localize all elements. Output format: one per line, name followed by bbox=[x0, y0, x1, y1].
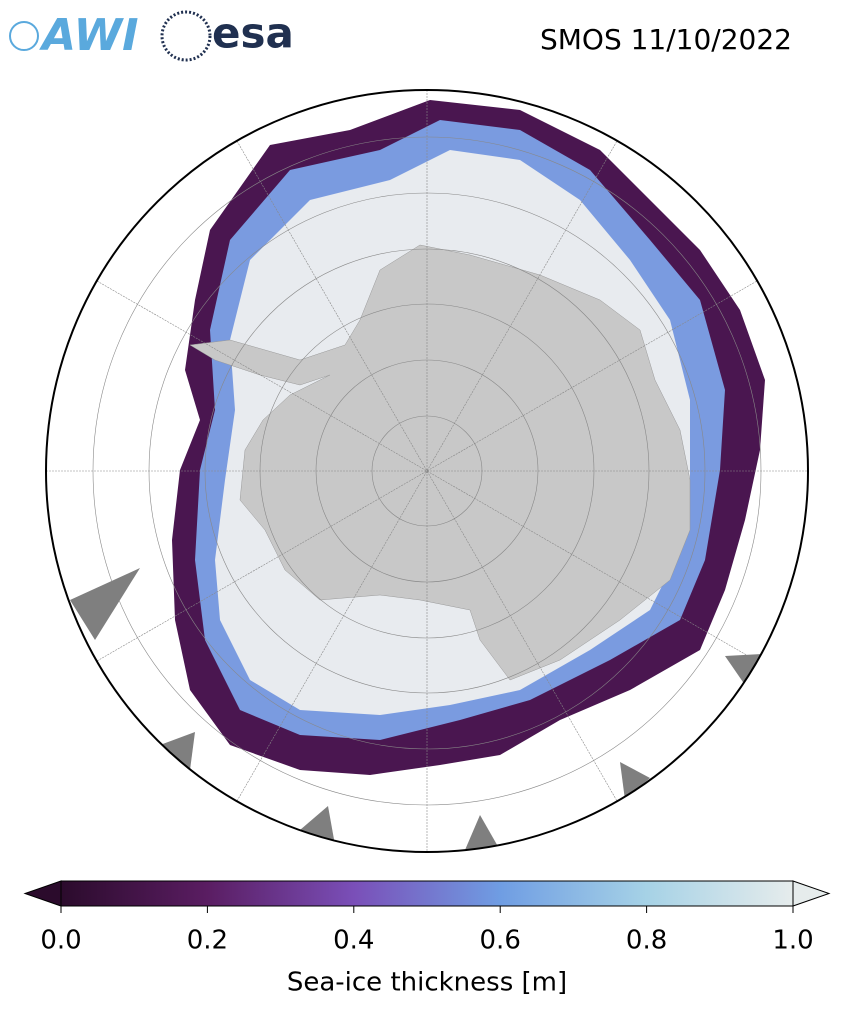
logo-mark bbox=[160, 10, 212, 62]
no-data bbox=[70, 568, 762, 850]
colorbar: 0.0 0.2 0.4 0.6 0.8 1.0 bbox=[23, 880, 831, 956]
antarctica bbox=[189, 244, 691, 681]
no-data-patch bbox=[300, 806, 335, 845]
no-data-patch bbox=[465, 815, 500, 850]
colorbar-tick-label: 0.4 bbox=[333, 926, 374, 956]
logo-text: AWI bbox=[39, 10, 139, 61]
map-frame bbox=[45, 89, 809, 853]
colorbar-tick-label: 0.8 bbox=[626, 926, 667, 956]
logo-globe bbox=[9, 21, 39, 51]
meridians bbox=[46, 90, 808, 852]
colorbar-tick-label: 0.0 bbox=[40, 926, 81, 956]
map bbox=[46, 90, 808, 852]
colorbar-tick-label: 0.6 bbox=[480, 926, 521, 956]
awi-logo: AWI bbox=[9, 10, 139, 61]
colorbar-tick-label: 0.2 bbox=[187, 926, 228, 956]
colorbar-tick-label: 1.0 bbox=[772, 926, 813, 956]
esa-logo: esa bbox=[160, 9, 294, 62]
colorbar-ramp bbox=[60, 880, 794, 907]
no-data-patch bbox=[725, 654, 762, 685]
logo-text: esa bbox=[212, 9, 294, 58]
graticule bbox=[46, 90, 808, 852]
no-data-patch bbox=[70, 568, 140, 640]
no-data-patch bbox=[160, 732, 195, 770]
colorbar-extend-low bbox=[23, 880, 62, 907]
title: SMOS 11/10/2022 bbox=[540, 23, 792, 56]
no-data-patch bbox=[620, 762, 650, 800]
colorbar-label: Sea-ice thickness [m] bbox=[287, 968, 567, 998]
colorbar-extend-high bbox=[792, 880, 831, 907]
